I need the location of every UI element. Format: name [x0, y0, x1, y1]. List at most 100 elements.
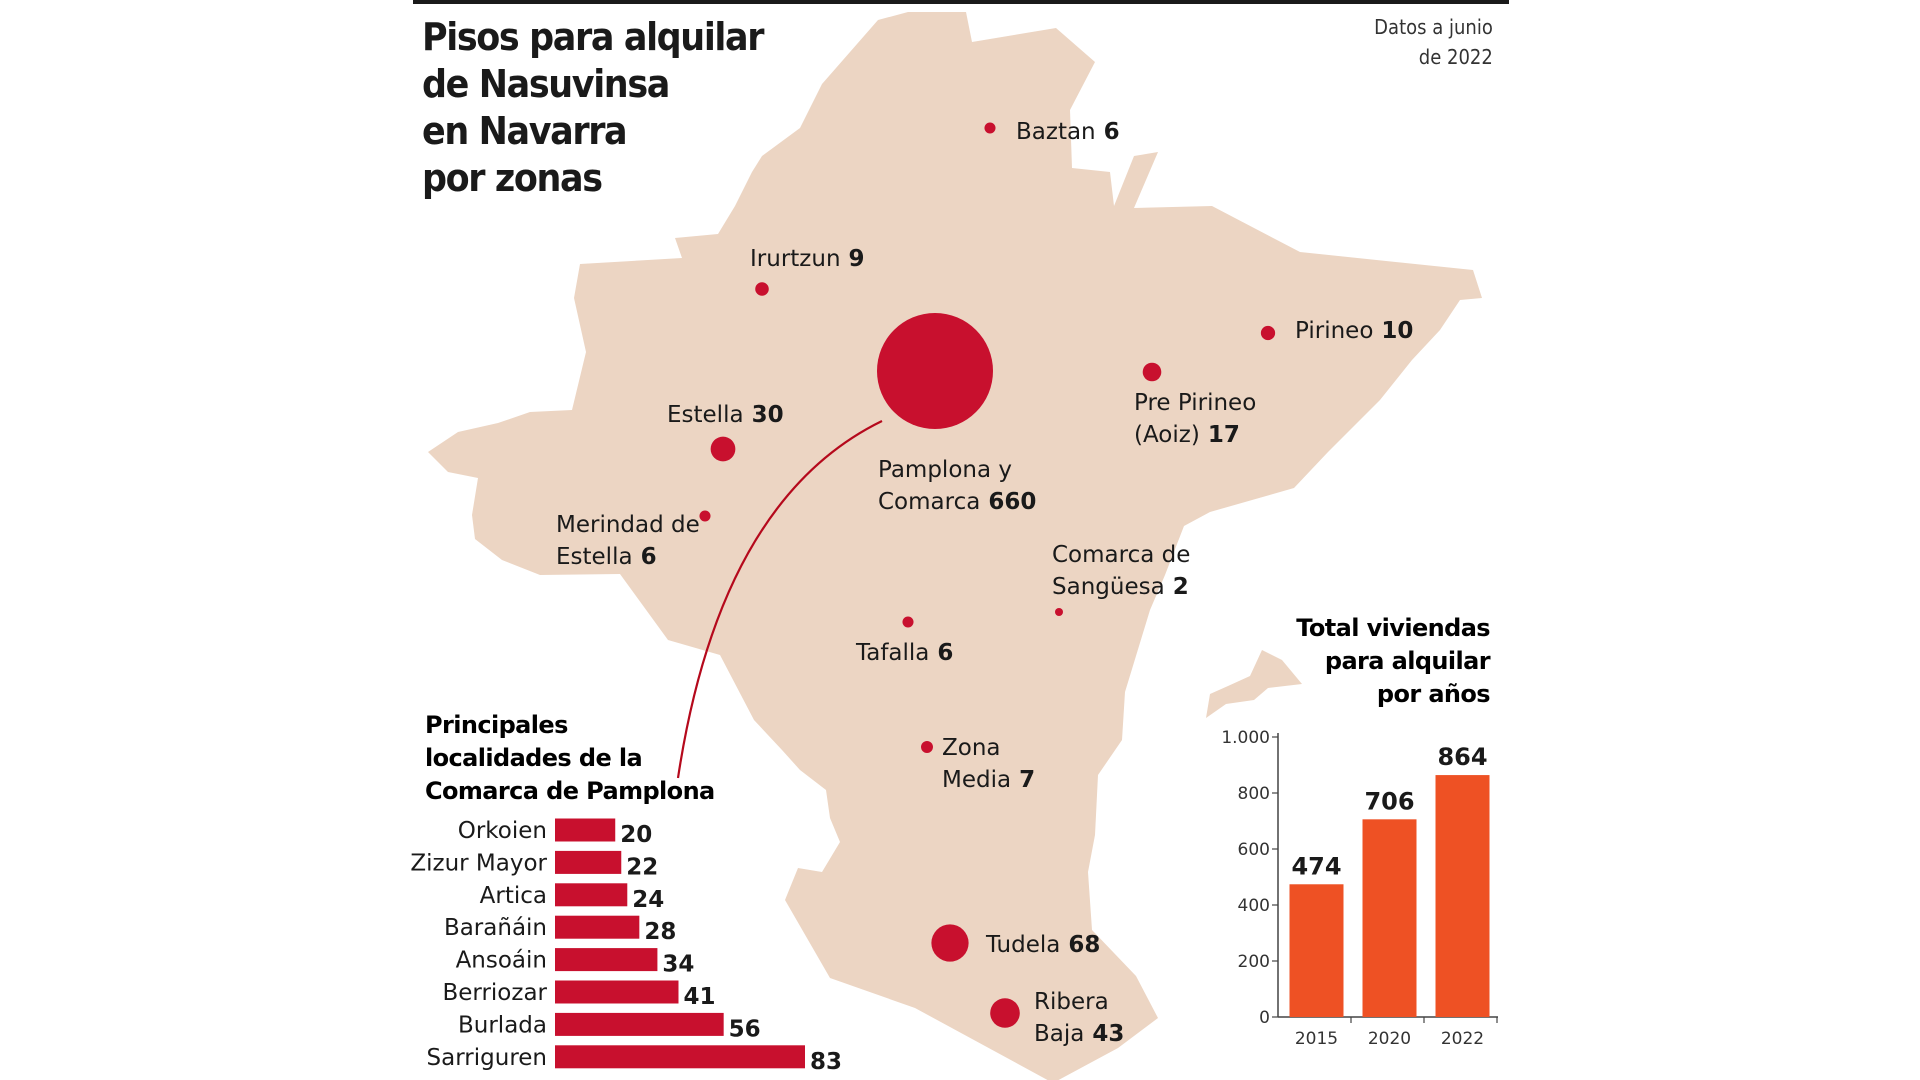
zone-label: Zona: [942, 735, 1001, 761]
zone-value: 6: [1096, 119, 1120, 145]
date-note: Datos a junio de 2022: [1374, 12, 1493, 72]
hbar-value-label: 28: [644, 919, 676, 945]
ybar: [1289, 884, 1344, 1017]
hbar-value-label: 22: [626, 854, 658, 880]
zone-label: Sangüesa 2: [1052, 574, 1189, 600]
hbar-category-label: Sarriguren: [427, 1045, 547, 1071]
hbar: [555, 980, 679, 1004]
ybar: [1362, 819, 1417, 1017]
zone-value: 7: [1011, 767, 1035, 793]
zone-label: Estella 30: [667, 402, 784, 428]
zone-label: Media 7: [942, 767, 1035, 793]
connector-line: [676, 420, 883, 779]
zone-value: 6: [929, 640, 953, 666]
y-tick-label: 200: [1238, 952, 1270, 972]
zone-bubble: [755, 282, 769, 296]
zone-label: Baztan 6: [1016, 119, 1120, 145]
zone-bubble: [710, 436, 736, 462]
zone-value: 10: [1373, 318, 1413, 344]
zone-label: Pre Pirineo: [1134, 390, 1256, 416]
zone-label: Irurtzun 9: [750, 246, 865, 272]
zone-label: Comarca 660: [878, 489, 1036, 515]
hbar: [555, 915, 640, 939]
zone-label: Baja 43: [1034, 1021, 1124, 1047]
hbar: [555, 850, 622, 874]
zone-bubble: [877, 313, 993, 429]
zone-value: 6: [633, 544, 657, 570]
ybar-title-line: por años: [1377, 680, 1490, 708]
ybar-title-line: Total viviendas: [1296, 614, 1490, 642]
zone-bubble: [1142, 362, 1162, 382]
zone-bubble: [984, 122, 996, 134]
title-line: por zonas: [422, 156, 603, 200]
y-tick-label: 600: [1238, 840, 1270, 860]
hbar: [555, 883, 628, 907]
page-title: Pisos para alquilar de Nasuvinsa en Nava…: [422, 14, 764, 202]
zone-value: 43: [1084, 1021, 1124, 1047]
hbar-category-label: Berriozar: [442, 980, 547, 1006]
zone-label: Tudela 68: [985, 932, 1100, 958]
zone-value: 17: [1200, 422, 1240, 448]
y-tick-label: 800: [1238, 784, 1270, 804]
hbar-value-label: 41: [683, 984, 715, 1010]
y-tick-label: 400: [1238, 896, 1270, 916]
hbar-value-label: 34: [662, 952, 694, 978]
zone-bubble: [990, 998, 1020, 1028]
hbar-value-label: 83: [810, 1049, 842, 1075]
ybar-title-line: para alquilar: [1325, 647, 1491, 675]
zone-bubble: [699, 510, 711, 522]
title-line: en Navarra: [422, 109, 628, 153]
zone-label: Tafalla 6: [855, 640, 953, 666]
zone-label: Estella 6: [556, 544, 657, 570]
zone-bubble: [921, 741, 933, 753]
hbar-value-label: 56: [729, 1016, 761, 1042]
zone-bubble: [1260, 325, 1276, 341]
navarra-map-shape: [428, 12, 1482, 1080]
hbar-value-label: 20: [620, 822, 652, 848]
ybar-value-label: 864: [1437, 743, 1487, 771]
hbar-title-line: Principales: [425, 711, 568, 739]
zone-label: Merindad de: [556, 512, 700, 538]
zone-label: Comarca de: [1052, 542, 1190, 568]
hbar-category-label: Artica: [480, 883, 547, 909]
hbar-category-label: Orkoien: [458, 818, 547, 844]
x-tick-label: 2020: [1368, 1029, 1411, 1049]
map-exclave-east: [1206, 650, 1302, 718]
x-tick-label: 2022: [1441, 1029, 1484, 1049]
zone-label: Pirineo 10: [1295, 318, 1413, 344]
ybar-value-label: 474: [1291, 852, 1341, 880]
zone-value: 660: [980, 489, 1036, 515]
hbar: [555, 818, 616, 842]
zone-label: Ribera: [1034, 989, 1109, 1015]
x-tick-label: 2015: [1295, 1029, 1338, 1049]
zone-bubble: [902, 616, 914, 628]
y-tick-label: 1.000: [1221, 728, 1270, 748]
ybar: [1435, 775, 1490, 1017]
hbar: [555, 948, 658, 972]
hbar-value-label: 24: [632, 887, 664, 913]
zone-value: 2: [1165, 574, 1189, 600]
hbar-category-label: Barañáin: [444, 915, 547, 941]
zone-label: Pamplona y: [878, 457, 1012, 483]
hbar: [555, 1045, 805, 1069]
zone-bubble: [1055, 608, 1063, 616]
top-rule: [413, 0, 1509, 4]
date-note-line: de 2022: [1418, 45, 1493, 69]
zone-value: 30: [744, 402, 784, 428]
zone-value: 9: [841, 246, 865, 272]
title-line: de Nasuvinsa: [422, 62, 670, 106]
hbar-title-line: localidades de la: [425, 744, 642, 772]
date-note-line: Datos a junio: [1374, 15, 1493, 39]
hbar: [555, 1012, 724, 1036]
ybar-value-label: 706: [1364, 787, 1414, 815]
hbar-title-line: Comarca de Pamplona: [425, 777, 715, 805]
hbar-category-label: Zizur Mayor: [410, 850, 547, 876]
zone-bubble: [931, 924, 969, 962]
title-line: Pisos para alquilar: [422, 15, 764, 59]
hbar-category-label: Ansoáin: [456, 948, 547, 974]
zone-label: (Aoiz) 17: [1134, 422, 1240, 448]
hbar-category-label: Burlada: [458, 1012, 547, 1038]
y-tick-label: 0: [1259, 1008, 1270, 1028]
zone-value: 68: [1060, 932, 1100, 958]
